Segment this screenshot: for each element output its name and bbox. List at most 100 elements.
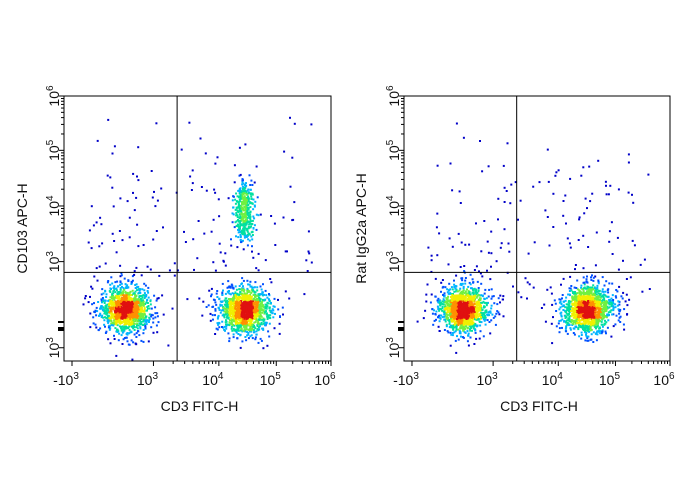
event-point	[470, 322, 473, 325]
event-point	[245, 308, 248, 311]
event-point	[231, 312, 234, 315]
event-point	[122, 287, 125, 290]
event-point	[266, 315, 269, 318]
event-point	[266, 305, 268, 308]
event-point	[282, 313, 284, 316]
event-point	[244, 223, 246, 226]
event-point	[469, 283, 472, 286]
event-point	[147, 340, 150, 343]
event-point	[263, 322, 265, 325]
event-point	[477, 307, 480, 310]
event-point	[103, 302, 106, 304]
event-point	[115, 301, 118, 304]
event-point	[104, 262, 107, 265]
event-point	[232, 318, 235, 321]
event-point	[451, 325, 453, 328]
event-point	[471, 291, 474, 294]
event-point	[485, 297, 488, 300]
event-point	[96, 279, 99, 282]
event-point	[262, 347, 265, 350]
event-point	[137, 179, 140, 182]
event-point	[237, 333, 240, 335]
event-point	[492, 316, 495, 319]
event-point	[246, 279, 249, 282]
event-point	[230, 315, 233, 318]
event-point	[214, 333, 217, 335]
event-point	[473, 343, 476, 345]
event-point	[264, 321, 267, 324]
event-point	[98, 314, 101, 317]
event-point	[254, 321, 257, 324]
event-point	[246, 208, 249, 211]
event-point	[238, 200, 241, 203]
event-point	[101, 314, 104, 317]
event-point	[243, 195, 246, 198]
event-point	[242, 287, 245, 290]
event-point	[139, 300, 142, 303]
event-point	[188, 121, 191, 124]
event-point	[458, 305, 461, 308]
event-point	[100, 305, 103, 308]
event-point	[242, 188, 244, 190]
event-point	[108, 303, 111, 306]
event-point	[211, 314, 214, 317]
event-point	[139, 314, 142, 317]
event-point	[255, 267, 258, 270]
event-point	[240, 213, 243, 216]
event-point	[234, 294, 237, 296]
event-point	[474, 322, 477, 325]
event-point	[146, 307, 149, 310]
event-point	[235, 288, 238, 291]
event-point	[216, 296, 219, 298]
event-point	[224, 321, 227, 324]
event-point	[476, 314, 479, 317]
event-point	[471, 278, 474, 281]
event-point	[151, 196, 154, 199]
event-point	[155, 299, 158, 302]
event-point	[441, 300, 444, 303]
event-point	[232, 300, 235, 303]
event-point	[236, 324, 239, 327]
event-point	[445, 311, 448, 314]
event-point	[436, 299, 439, 302]
event-point	[125, 298, 128, 300]
event-point	[250, 195, 253, 198]
event-point	[449, 331, 452, 334]
event-point	[123, 337, 126, 339]
event-point	[244, 184, 246, 186]
event-point	[458, 294, 461, 297]
event-point	[240, 218, 243, 221]
event-point	[236, 195, 239, 198]
event-point	[259, 303, 262, 306]
event-point	[255, 312, 258, 315]
event-point	[462, 289, 465, 292]
event-point	[116, 295, 118, 298]
event-point	[139, 315, 142, 318]
event-point	[479, 307, 482, 310]
event-point	[126, 332, 129, 334]
event-point	[131, 311, 133, 314]
event-point	[173, 262, 176, 265]
event-point	[459, 307, 462, 310]
event-point	[452, 324, 455, 327]
event-point	[237, 228, 239, 231]
event-point	[488, 321, 491, 323]
event-point	[247, 304, 250, 307]
event-point	[215, 327, 218, 330]
event-point	[134, 320, 137, 323]
event-point	[245, 234, 247, 237]
event-point	[452, 326, 455, 329]
event-point	[120, 292, 123, 295]
event-point	[259, 213, 262, 216]
event-point	[254, 300, 257, 303]
event-point	[121, 310, 124, 313]
event-point	[162, 226, 164, 229]
event-point	[110, 305, 113, 308]
event-point	[100, 298, 103, 301]
event-point	[249, 188, 252, 191]
event-point	[104, 309, 107, 312]
event-point	[238, 195, 241, 198]
event-point	[119, 322, 122, 325]
event-point	[449, 288, 452, 291]
event-point	[468, 281, 471, 284]
